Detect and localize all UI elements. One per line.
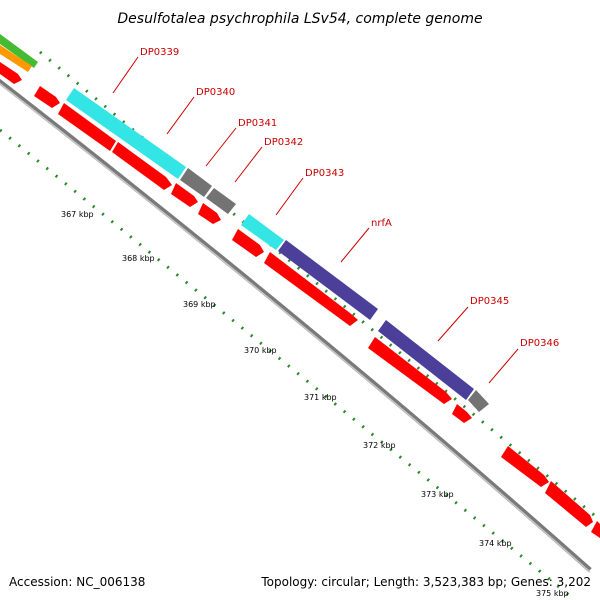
kbp-label-370: 370 kbp: [244, 346, 277, 355]
gene-block-dp0341: [180, 168, 212, 197]
outer-tick-track: [39, 50, 600, 522]
red-cds-9: [368, 337, 452, 404]
gene-labels: DP0339 DP0340 DP0341 DP0342 DP0343 nrfA …: [140, 47, 559, 349]
gene-label-dp0339[interactable]: DP0339: [140, 47, 179, 58]
gene-label-dp0342[interactable]: DP0342: [264, 137, 303, 148]
gene-label-nrfa[interactable]: nrfA: [371, 218, 392, 229]
red-cds-4: [112, 142, 172, 190]
red-cds-7: [232, 229, 264, 257]
orange-feature: [0, 45, 32, 72]
red-cds-13: [591, 521, 600, 538]
gene-label-dp0346[interactable]: DP0346: [520, 338, 559, 349]
genome-summary-text: Topology: circular; Length: 3,523,383 bp…: [260, 575, 591, 589]
kbp-label-375: 375 kbp: [536, 589, 569, 598]
genome-backbone: [0, 78, 592, 573]
inner-tick-track: [0, 128, 576, 600]
red-cds-5: [171, 183, 198, 207]
gene-label-dp0340[interactable]: DP0340: [196, 87, 235, 98]
feature-row-outer: [66, 88, 489, 412]
red-cds-10: [452, 404, 472, 423]
gene-block-dp0346: [468, 390, 489, 412]
top-left-features: [0, 34, 38, 72]
kbp-label-367: 367 kbp: [61, 210, 94, 219]
gene-block-dp0343: [241, 214, 284, 250]
kbp-label-374: 374 kbp: [479, 539, 512, 548]
gene-label-dp0341[interactable]: DP0341: [238, 118, 277, 129]
accession-text: Accession: NC_006138: [9, 575, 145, 589]
kbp-labels: 367 kbp 368 kbp 369 kbp 370 kbp 371 kbp …: [61, 210, 569, 598]
green-feature: [0, 34, 38, 68]
kbp-label-369: 369 kbp: [183, 300, 216, 309]
red-cds-2: [34, 86, 60, 108]
kbp-label-368: 368 kbp: [122, 254, 155, 263]
red-cds-12: [545, 481, 593, 527]
kbp-label-372: 372 kbp: [363, 441, 396, 450]
red-cds-3: [58, 103, 116, 151]
map-title: Desulfotalea psychrophila LSv54, complet…: [117, 11, 482, 27]
red-cds-6: [198, 203, 221, 224]
feature-row-red: [0, 62, 600, 538]
gene-block-dp0340: [66, 88, 186, 179]
gene-block-dp0342: [206, 188, 236, 214]
kbp-label-373: 373 kbp: [421, 490, 454, 499]
gene-label-dp0343[interactable]: DP0343: [305, 168, 344, 179]
gene-label-leaders: [112, 56, 519, 384]
gene-block-nrfa: [278, 240, 378, 320]
gene-block-dp0345: [378, 320, 474, 400]
red-cds-8: [264, 252, 358, 326]
kbp-label-371: 371 kbp: [304, 393, 337, 402]
gene-label-dp0345[interactable]: DP0345: [470, 296, 509, 307]
red-cds-1: [0, 62, 22, 84]
red-cds-11: [501, 446, 549, 487]
